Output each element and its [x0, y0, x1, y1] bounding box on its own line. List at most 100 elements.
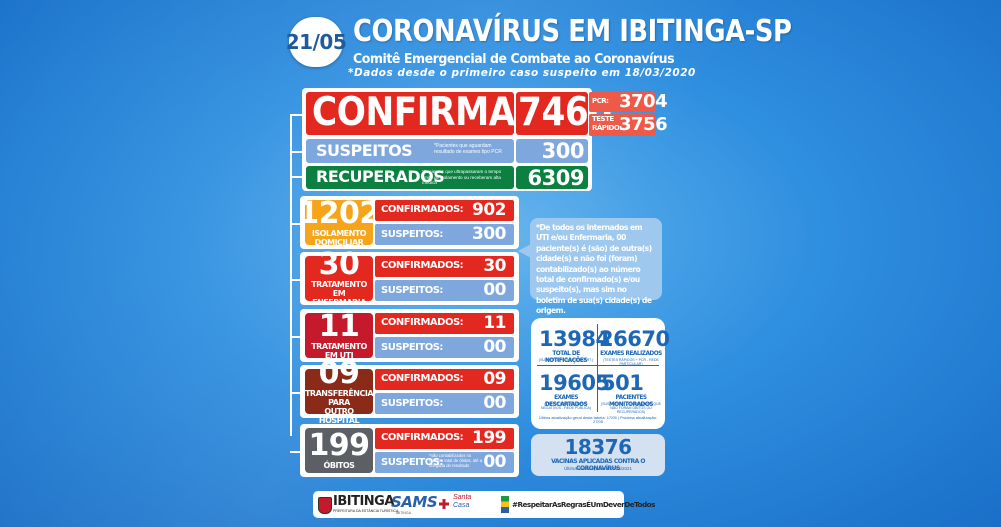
rapid-test-label-2: RÁPIDO:: [592, 124, 622, 132]
pcr-value: 3704: [619, 91, 668, 112]
monitored-sub: (SUSPEITOS + CONFIRMADOS QUE NÃO FORAM Ó…: [601, 402, 661, 414]
recovered-value: 6309: [527, 166, 585, 190]
suspects-row: [375, 393, 514, 414]
confirmed-row-label: CONFIRMADOS:: [381, 317, 464, 328]
bubble-tail: [518, 244, 531, 258]
hospital-logo-text-1: Santa: [453, 494, 472, 501]
vaccines-label: VACINAS APLICADAS CONTRA O CORONAVÍRUS: [551, 458, 645, 472]
suspects-label: SUSPEITOS: [316, 141, 413, 160]
category-number: 11: [318, 308, 360, 344]
suspects-row: [375, 337, 514, 358]
exams-sub: (TESTES RÁPIDOS + PCR - REDE PARTICULAR): [603, 358, 659, 366]
category-connector: [290, 222, 302, 225]
suspects-row-value: 00: [483, 452, 506, 472]
category-label: EM UTI: [324, 350, 354, 360]
footer-logos: IBITINGA PREFEITURA DA ESTÂNCIA TURÍSTIC…: [313, 491, 655, 518]
city-logo-text: IBITINGA: [333, 494, 394, 509]
category-number: 199: [308, 428, 370, 463]
stats-panel: 13984 TOTAL DE NOTIFICAÇÕES (SUSPEITOS+C…: [531, 318, 670, 429]
notifications-label: TOTAL DE NOTIFICAÇÕES: [544, 351, 588, 364]
suspects-row: [375, 280, 514, 301]
category-card: 1202 ISOLAMENTO DOMICILIAR: [298, 198, 380, 247]
category-number: 1202: [298, 195, 380, 231]
vaccines-note: Última atualização em 20/05/2021: [563, 466, 633, 471]
suspects-value: 300: [541, 139, 585, 163]
date-badge: 21/05: [286, 17, 347, 67]
recovered-note: *Pacientes que ultrapassaram o tempo lim…: [422, 169, 502, 185]
category-card: 09 TRANSFERÊNCIA PARA OUTRO HOSPITAL: [304, 358, 374, 425]
hashtag-text: #RespeitarAsRegrasÉUmDeverDeTodos: [512, 500, 655, 509]
category-connector: [290, 278, 302, 281]
confirmed-value-box: [516, 92, 588, 135]
category-label: ISOLAMENTO: [311, 228, 367, 238]
category-label: ÓBITOS: [323, 461, 355, 470]
data-note: *Dados desde o primeiro caso suspeito em…: [348, 67, 696, 79]
hospital-cross-icon: [439, 499, 449, 509]
confirmed-row-value: 902: [472, 200, 507, 220]
page-subtitle: Comitê Emergencial de Combate ao Coronav…: [353, 51, 675, 67]
suspects-value-box: [516, 139, 588, 163]
exams-value: 26670: [599, 327, 670, 351]
suspects-row-note: *não contabilizados no número total de ó…: [429, 453, 483, 468]
rapid-test-box: [589, 114, 655, 136]
suspects-row-label: SUSPEITOS:: [381, 457, 443, 468]
rapid-test-value: 3756: [619, 114, 668, 135]
category-card: 199 ÓBITOS: [305, 428, 373, 473]
confirmed-row: [375, 428, 514, 449]
page-title: CORONAVÍRUS EM IBITINGA-SP: [353, 14, 792, 49]
stats-divider-h: [537, 365, 659, 366]
suspects-note: *Pacientes que aguardam resultado de exa…: [434, 143, 502, 155]
summary-connector: [290, 151, 304, 153]
suspects-row-label: SUSPEITOS:: [381, 342, 443, 353]
suspects-row-label: SUSPEITOS:: [381, 229, 443, 240]
suspects-row-value: 00: [483, 337, 506, 357]
category-connector: [290, 335, 302, 338]
pcr-label: PCR:: [592, 97, 609, 105]
suspects-row-value: 300: [472, 224, 507, 244]
discarded-value: 19605: [539, 371, 610, 395]
recovered-label: RECUPERADOS: [316, 167, 445, 186]
confirmed-row-value: 199: [472, 428, 507, 448]
city-crest-icon: [318, 497, 332, 514]
suspects-box: [306, 139, 514, 163]
vaccines-value: 18376: [564, 435, 632, 459]
suspects-row-value: 00: [483, 280, 506, 300]
category-connector: [290, 450, 302, 453]
category-label: TRANSFERÊNCIA PARA: [304, 388, 374, 407]
sams-logo-sub: IBITINGA: [396, 511, 411, 515]
recovered-box: [306, 166, 514, 189]
monitored-label: PACIENTES MONITORADOS: [609, 395, 653, 408]
category-label: TRATAMENTO: [311, 341, 367, 351]
flag-icon: [501, 496, 509, 513]
confirmed-row-value: 30: [483, 256, 506, 276]
monitored-value: 501: [601, 371, 644, 395]
confirmed-row-label: CONFIRMADOS:: [381, 432, 464, 443]
summary-connector: [290, 114, 304, 116]
summary-connector: [290, 176, 304, 178]
suspects-row-label: SUSPEITOS:: [381, 285, 443, 296]
suspects-row: [375, 452, 514, 473]
category-label: OUTRO HOSPITAL: [318, 406, 360, 425]
hospital-logo-text-2: Casa: [453, 502, 470, 509]
category-number: 09: [318, 355, 360, 391]
suspects-row-label: SUSPEITOS:: [381, 398, 443, 409]
category-number: 30: [318, 247, 360, 282]
notifications-sub: (SUSPEITOS+CONF.+DESCART.): [538, 358, 594, 362]
recovered-value-box: [516, 166, 588, 189]
confirmed-row: [375, 256, 514, 277]
category-label: TRATAMENTO: [311, 280, 367, 289]
confirmed-box: [306, 92, 514, 135]
suspects-row-value: 00: [483, 393, 506, 413]
sams-logo-text: SAMS: [391, 493, 438, 511]
category-card: 30 TRATAMENTO EM ENFERMARIA: [305, 250, 373, 307]
confirmed-row-value: 11: [483, 313, 506, 333]
confirmed-row: [375, 369, 514, 390]
discarded-label: EXAMES DESCARTADOS: [544, 395, 588, 408]
category-label: EM ENFERMARIA: [312, 289, 366, 307]
pcr-box: [589, 92, 655, 112]
confirmed-row-label: CONFIRMADOS:: [381, 204, 464, 215]
rapid-test-label-1: TESTE: [592, 115, 614, 123]
suspects-row: [375, 224, 514, 245]
confirmed-row-label: CONFIRMADOS:: [381, 260, 464, 271]
stats-divider-v: [597, 324, 598, 412]
